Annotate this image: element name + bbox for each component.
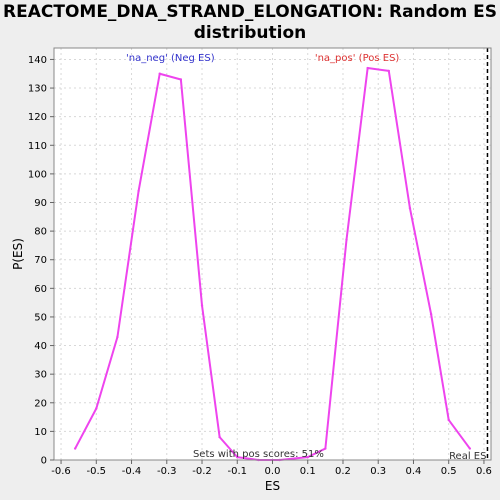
data-point xyxy=(366,66,369,70)
x-tick-label: 0.0 xyxy=(265,466,281,477)
y-tick-label: 20 xyxy=(34,398,47,409)
x-tick-label: 0.2 xyxy=(335,466,351,477)
ticks-layer: 0 10 20 30 40 50 60 70 80 90 100 110 120 130 140 -0.6 -0… xyxy=(28,55,492,477)
data-point xyxy=(387,69,390,73)
data-point xyxy=(429,312,433,316)
y-tick-label: 30 xyxy=(34,370,47,381)
data-point xyxy=(137,189,140,193)
x-tick-label: -0.3 xyxy=(157,466,177,477)
x-tick-label: 0.1 xyxy=(300,466,316,477)
x-tick-label: 0.4 xyxy=(406,466,422,477)
data-point xyxy=(218,435,221,439)
y-tick-label: 100 xyxy=(28,169,47,180)
data-point xyxy=(95,407,98,410)
chart-title-line1: REACTOME_DNA_STRAND_ELONGATION: Random E… xyxy=(3,2,497,22)
data-point xyxy=(447,418,450,422)
y-tick-label: 130 xyxy=(28,84,47,95)
data-point xyxy=(236,455,239,459)
data-point xyxy=(345,238,348,241)
data-point xyxy=(73,447,77,450)
x-tick-label: -0.4 xyxy=(122,466,142,477)
y-tick-label: 40 xyxy=(34,341,47,352)
x-tick-label: -0.5 xyxy=(87,466,107,477)
data-point xyxy=(324,447,327,450)
y-tick-label: 50 xyxy=(34,312,47,323)
y-tick-label: 90 xyxy=(34,198,47,209)
y-tick-label: 10 xyxy=(34,427,47,438)
y-tick-label: 60 xyxy=(34,284,47,295)
x-tick-label: -0.2 xyxy=(192,466,212,477)
data-point xyxy=(468,447,472,450)
x-axis-title: ES xyxy=(265,479,280,493)
data-point xyxy=(408,207,412,210)
y-tick-label: 120 xyxy=(28,112,47,123)
x-tick-label: -0.6 xyxy=(51,466,71,477)
data-point xyxy=(306,455,309,459)
data-point xyxy=(116,335,119,339)
pos-scores-text: Sets with pos scores: 51% xyxy=(193,449,324,460)
x-tick-label: 0.3 xyxy=(370,466,386,477)
y-axis-title: P(ES) xyxy=(11,238,25,270)
y-tick-label: 0 xyxy=(41,456,47,467)
x-tick-label: 0.5 xyxy=(441,466,457,477)
x-tick-label: 0.6 xyxy=(476,466,492,477)
data-point xyxy=(179,78,183,81)
data-point xyxy=(200,304,204,307)
chart-title-line2: distribution xyxy=(193,23,307,43)
pos-es-label: 'na_pos' (Pos ES) xyxy=(315,53,400,64)
data-point xyxy=(158,72,161,75)
y-tick-label: 110 xyxy=(28,141,47,152)
y-tick-label: 140 xyxy=(28,55,47,66)
grid-layer xyxy=(54,48,491,461)
neg-es-label: 'na_neg' (Neg ES) xyxy=(126,53,215,64)
y-tick-label: 70 xyxy=(34,255,47,266)
real-es-label: Real ES xyxy=(449,451,486,462)
x-tick-label: -0.1 xyxy=(228,466,248,477)
chart-title: REACTOME_DNA_STRAND_ELONGATION: Random E… xyxy=(0,2,500,44)
y-tick-label: 80 xyxy=(34,227,47,238)
